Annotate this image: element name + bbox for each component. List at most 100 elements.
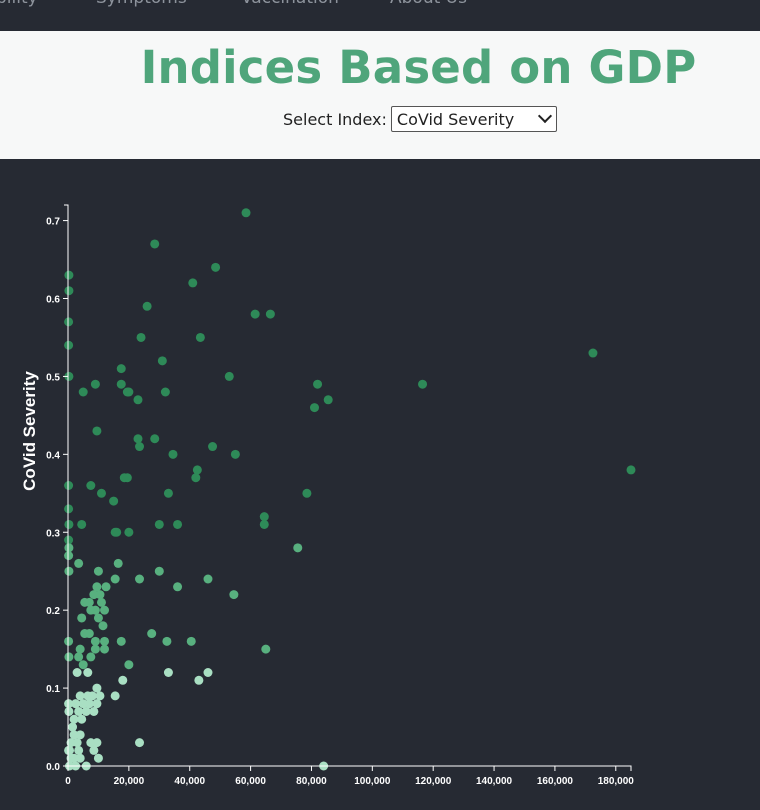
data-point [162,636,172,646]
data-point [188,278,198,288]
data-point [93,613,103,623]
data-point [135,442,145,452]
data-point [261,644,271,654]
data-point [74,652,84,662]
x-tick-label: 120,000 [415,776,452,787]
page-title: Indices Based on GDP [140,41,697,94]
data-point [208,442,218,452]
data-point [110,574,120,584]
data-point [64,543,74,553]
data-point [64,566,74,576]
data-point [68,722,78,732]
data-point [135,738,145,748]
scatter-chart: 0.0 0.1 0.2 0.3 0.4 0.5 0.6 0.7 0 20,000 40,000 60,… [20,204,636,787]
data-point [122,473,132,483]
data-point [173,519,183,529]
y-axis-label: CoVid Severity [20,371,39,491]
data-point [87,691,97,701]
data-point [92,683,102,693]
data-point [310,403,320,413]
y-tick-label: 0.1 [46,684,60,695]
data-point [100,644,110,654]
data-point [78,387,88,397]
data-point [110,691,120,701]
data-point [163,668,173,677]
x-tick-label: 140,000 [476,776,513,787]
data-point [64,551,74,561]
data-point [96,597,106,607]
data-point [92,699,102,709]
data-point [168,449,178,459]
index-selector: Select Index: CoVid Severity [283,106,557,132]
data-point [203,668,213,677]
data-point [133,395,143,405]
data-point [64,652,74,662]
data-point [259,519,269,529]
data-point [230,449,240,459]
data-point [302,488,312,498]
nav-item-symptoms[interactable]: Symptoms [96,0,187,8]
data-point [224,371,234,381]
data-point [95,691,105,701]
data-point [64,270,74,280]
points-layer [64,208,636,771]
data-point [323,395,333,405]
data-point [203,574,213,584]
data-point [86,738,96,748]
data-point [64,699,74,709]
data-point [93,753,103,763]
data-point [72,668,82,677]
data-point [64,519,74,529]
data-point [89,745,99,755]
data-point [64,481,74,490]
data-point [150,434,160,444]
data-point [229,590,239,600]
data-point [81,706,91,716]
x-tick-label: 80,000 [296,776,327,787]
data-point [147,629,157,639]
data-point [154,519,164,529]
data-point [90,644,100,654]
axes-layer: 0.0 0.1 0.2 0.3 0.4 0.5 0.6 0.7 0 20,000 40,000 60,… [20,204,635,787]
data-point [418,379,428,389]
data-point [192,465,202,475]
data-point [66,738,76,748]
data-point [74,558,84,568]
data-point [77,519,87,529]
data-point [92,582,102,592]
data-point [77,714,87,724]
x-tick-label: 180,000 [598,776,635,787]
data-point [110,527,120,537]
data-point [86,481,96,490]
y-tick-label: 0.6 [46,295,60,306]
data-point [80,597,90,607]
x-tick-label: 160,000 [537,776,574,787]
data-point [64,706,74,716]
data-point [116,364,126,374]
data-point [64,504,74,514]
data-point [78,660,88,670]
data-point [92,426,102,436]
data-point [90,636,100,646]
data-point [89,706,99,716]
index-select[interactable]: CoVid Severity [390,106,557,132]
data-point [313,379,323,389]
select-index-label: Select Index: [283,109,387,129]
data-point [64,745,74,755]
data-point [69,730,79,740]
index-select-value: CoVid Severity [396,110,515,129]
data-point [64,636,74,646]
data-point [293,543,303,553]
nav-item-vaccination[interactable]: Vaccination [241,0,339,8]
data-point [64,340,74,350]
x-tick-label: 100,000 [354,776,391,787]
data-point [186,636,196,646]
data-point [109,496,119,506]
data-point [163,488,173,498]
data-point [75,691,85,701]
data-point [96,488,106,498]
nav-item-about-us[interactable]: About Us [390,0,467,8]
data-point [241,208,251,218]
nav-item-probability[interactable]: bility [0,0,38,8]
x-tick-label: 0 [65,776,71,787]
